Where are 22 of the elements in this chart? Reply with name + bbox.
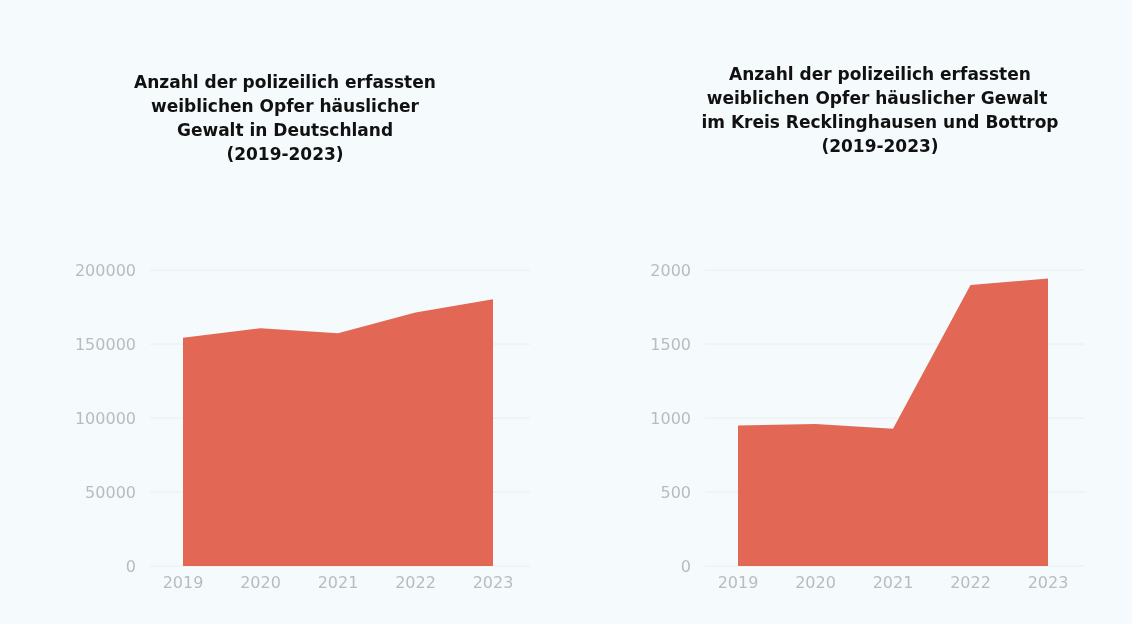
x-tick-label: 2019 [717, 573, 759, 592]
x-tick-label: 2023 [1027, 573, 1069, 592]
y-tick-label: 0 [680, 556, 691, 576]
chart-title: Anzahl der polizeilich erfassten weiblichen Opfer häuslicher Gewalt im Kreis Recklinghausen und Bottrop (2019-2023) [701, 64, 1059, 156]
x-tick-label: 2021 [317, 573, 359, 592]
y-tick-label: 150000 [74, 334, 136, 354]
y-tick-label: 500 [660, 482, 691, 502]
x-tick-label: 2022 [950, 573, 991, 592]
y-tick-label: 200000 [74, 260, 136, 280]
y-tick-label: 0 [125, 556, 136, 576]
x-tick-label: 2023 [472, 573, 514, 592]
x-tick-label: 2022 [395, 573, 436, 592]
x-tick-label: 2021 [872, 573, 914, 592]
y-tick-label: 1000 [650, 408, 691, 428]
y-tick-label: 2000 [650, 260, 691, 280]
y-tick-label: 100000 [74, 408, 136, 428]
y-tick-label: 1500 [650, 334, 691, 354]
x-tick-label: 2020 [240, 573, 281, 592]
chart-title: Anzahl der polizeilich erfassten weiblichen Opfer häuslicher Gewalt in Deutschland (2019-2023) [134, 72, 436, 164]
y-tick-label: 50000 [85, 482, 136, 502]
x-tick-label: 2019 [162, 573, 204, 592]
x-tick-label: 2020 [795, 573, 836, 592]
